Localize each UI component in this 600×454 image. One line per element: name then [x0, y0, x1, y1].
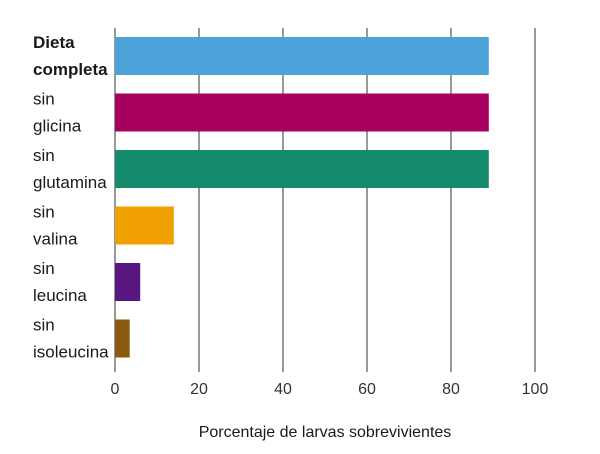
category-label-line: Dieta [33, 33, 75, 52]
x-tick-label: 80 [442, 381, 460, 398]
category-label-line: sin [33, 146, 55, 165]
category-label-line: glicina [33, 117, 82, 136]
category-label-line: sin [33, 316, 55, 335]
x-tick-label: 60 [358, 381, 376, 398]
category-label-line: isoleucina [33, 343, 109, 362]
bar-2 [115, 150, 489, 188]
category-label-5: sin isoleucina [33, 316, 109, 362]
category-label-line: valina [33, 230, 78, 249]
category-label-line: leucina [33, 286, 87, 305]
category-label-1: sin glicina [33, 90, 82, 136]
x-tick-label: 20 [190, 381, 208, 398]
grid-lines [114, 28, 536, 372]
x-tick-label: 100 [522, 381, 549, 398]
category-label-0: Dieta completa [33, 33, 108, 79]
x-axis-ticks: 0 20 40 60 80 100 [111, 381, 549, 398]
bars [115, 37, 489, 358]
category-label-line: completa [33, 60, 108, 79]
bar-1 [115, 93, 489, 132]
bar-3 [115, 206, 174, 245]
category-label-4: sin leucina [33, 259, 87, 305]
x-tick-label: 0 [111, 381, 120, 398]
bar-4 [115, 263, 141, 301]
category-label-line: sin [33, 203, 55, 222]
category-label-line: sin [33, 90, 55, 109]
category-labels: Dieta completa sin glicina sin glutamina sin va… [33, 33, 109, 362]
x-axis-title: Porcentaje de larvas sobrevivientes [199, 424, 452, 441]
bar-0 [115, 37, 489, 75]
category-label-line: sin [33, 259, 55, 278]
x-tick-label: 40 [274, 381, 292, 398]
category-label-3: sin valina [33, 203, 78, 249]
bar-5 [115, 319, 130, 358]
category-label-2: sin glutamina [33, 146, 107, 192]
category-label-line: glutamina [33, 173, 107, 192]
